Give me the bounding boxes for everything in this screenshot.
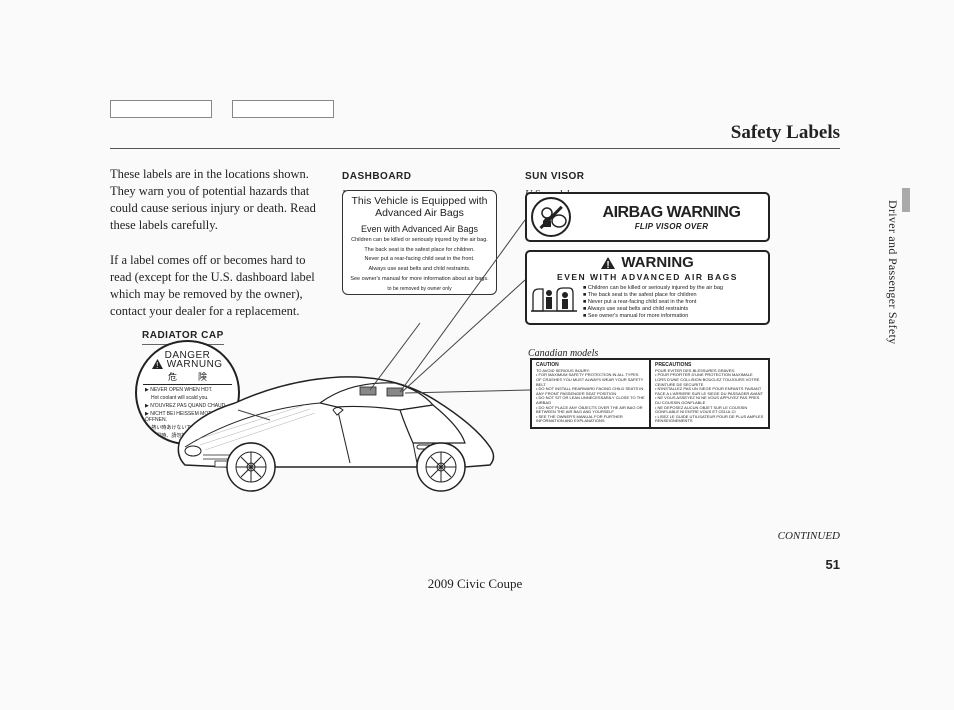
warn-b1: ■ Children can be killed or seriously in… — [583, 285, 764, 292]
canadian-label: CAUTION TO AVOID SERIOUS INJURY: • FOR M… — [530, 358, 770, 429]
warn-title: WARNING — [621, 254, 694, 271]
intro-paragraph-2: If a label comes off or becomes hard to … — [110, 252, 325, 320]
airbag-warning-title: AIRBAG WARNING — [575, 204, 768, 222]
page-title: Safety Labels — [731, 122, 840, 144]
footer-model: 2009 Civic Coupe — [428, 576, 523, 592]
svg-text:!: ! — [606, 260, 609, 269]
sunvisor-heading: SUN VISOR — [525, 171, 585, 182]
dash-l1: This Vehicle is Equipped with Advanced A… — [349, 195, 490, 219]
sunvisor-airbag-label: AIRBAG WARNING FLIP VISOR OVER — [525, 192, 770, 242]
intro-paragraph-1: These labels are in the locations shown.… — [110, 166, 325, 234]
title-rule — [110, 148, 840, 149]
dash-f1: Children can be killed or seriously inju… — [349, 237, 490, 244]
warning-triangle-icon: ! — [601, 257, 615, 269]
can-left-t: TO AVOID SERIOUS INJURY: • FOR MAXIMUM S… — [536, 369, 645, 424]
section-tab-block — [902, 188, 910, 212]
car-illustration — [165, 355, 505, 495]
dash-f2: The back seat is the safest place for ch… — [349, 247, 490, 254]
dashboard-label-box: This Vehicle is Equipped with Advanced A… — [342, 190, 497, 295]
can-right-t: POUR EVITER DES BLESSURES GRAVES: • POUR… — [655, 369, 764, 424]
blank-box-1 — [110, 100, 212, 118]
svg-text:!: ! — [157, 361, 160, 369]
warn-b4: ■ Always use seat belts and child restra… — [583, 306, 764, 313]
section-tab: Driver and Passenger Safety — [885, 200, 900, 344]
manual-page: Safety Labels Driver and Passenger Safet… — [110, 100, 840, 600]
dash-f4: Always use seat belts and child restrain… — [349, 266, 490, 273]
child-seat-icon — [531, 285, 579, 319]
dash-removed: to be removed by owner only — [349, 286, 490, 292]
dash-l2: Even with Advanced Air Bags — [349, 223, 490, 234]
airbag-warning-sub: FLIP VISOR OVER — [575, 222, 768, 231]
page-number: 51 — [826, 557, 840, 572]
warn-b3: ■ Never put a rear-facing child seat in … — [583, 299, 764, 306]
dashboard-heading: DASHBOARD — [342, 171, 412, 182]
continued-text: CONTINUED — [778, 530, 840, 542]
dash-f3: Never put a rear-facing child seat in th… — [349, 256, 490, 263]
warn-sub: EVEN WITH ADVANCED AIR BAGS — [527, 271, 768, 282]
prohibit-icon — [531, 197, 571, 237]
dash-f5: See owner's manual for more information … — [349, 276, 490, 283]
warn-b2: ■ The back seat is the safest place for … — [583, 292, 764, 299]
sunvisor-warning-label: ! WARNING EVEN WITH ADVANCED AIR BAGS ■ … — [525, 250, 770, 325]
warning-triangle-icon: ! — [152, 359, 163, 369]
blank-box-2 — [232, 100, 334, 118]
warn-b5: ■ See owner's manual for more informatio… — [583, 313, 764, 320]
